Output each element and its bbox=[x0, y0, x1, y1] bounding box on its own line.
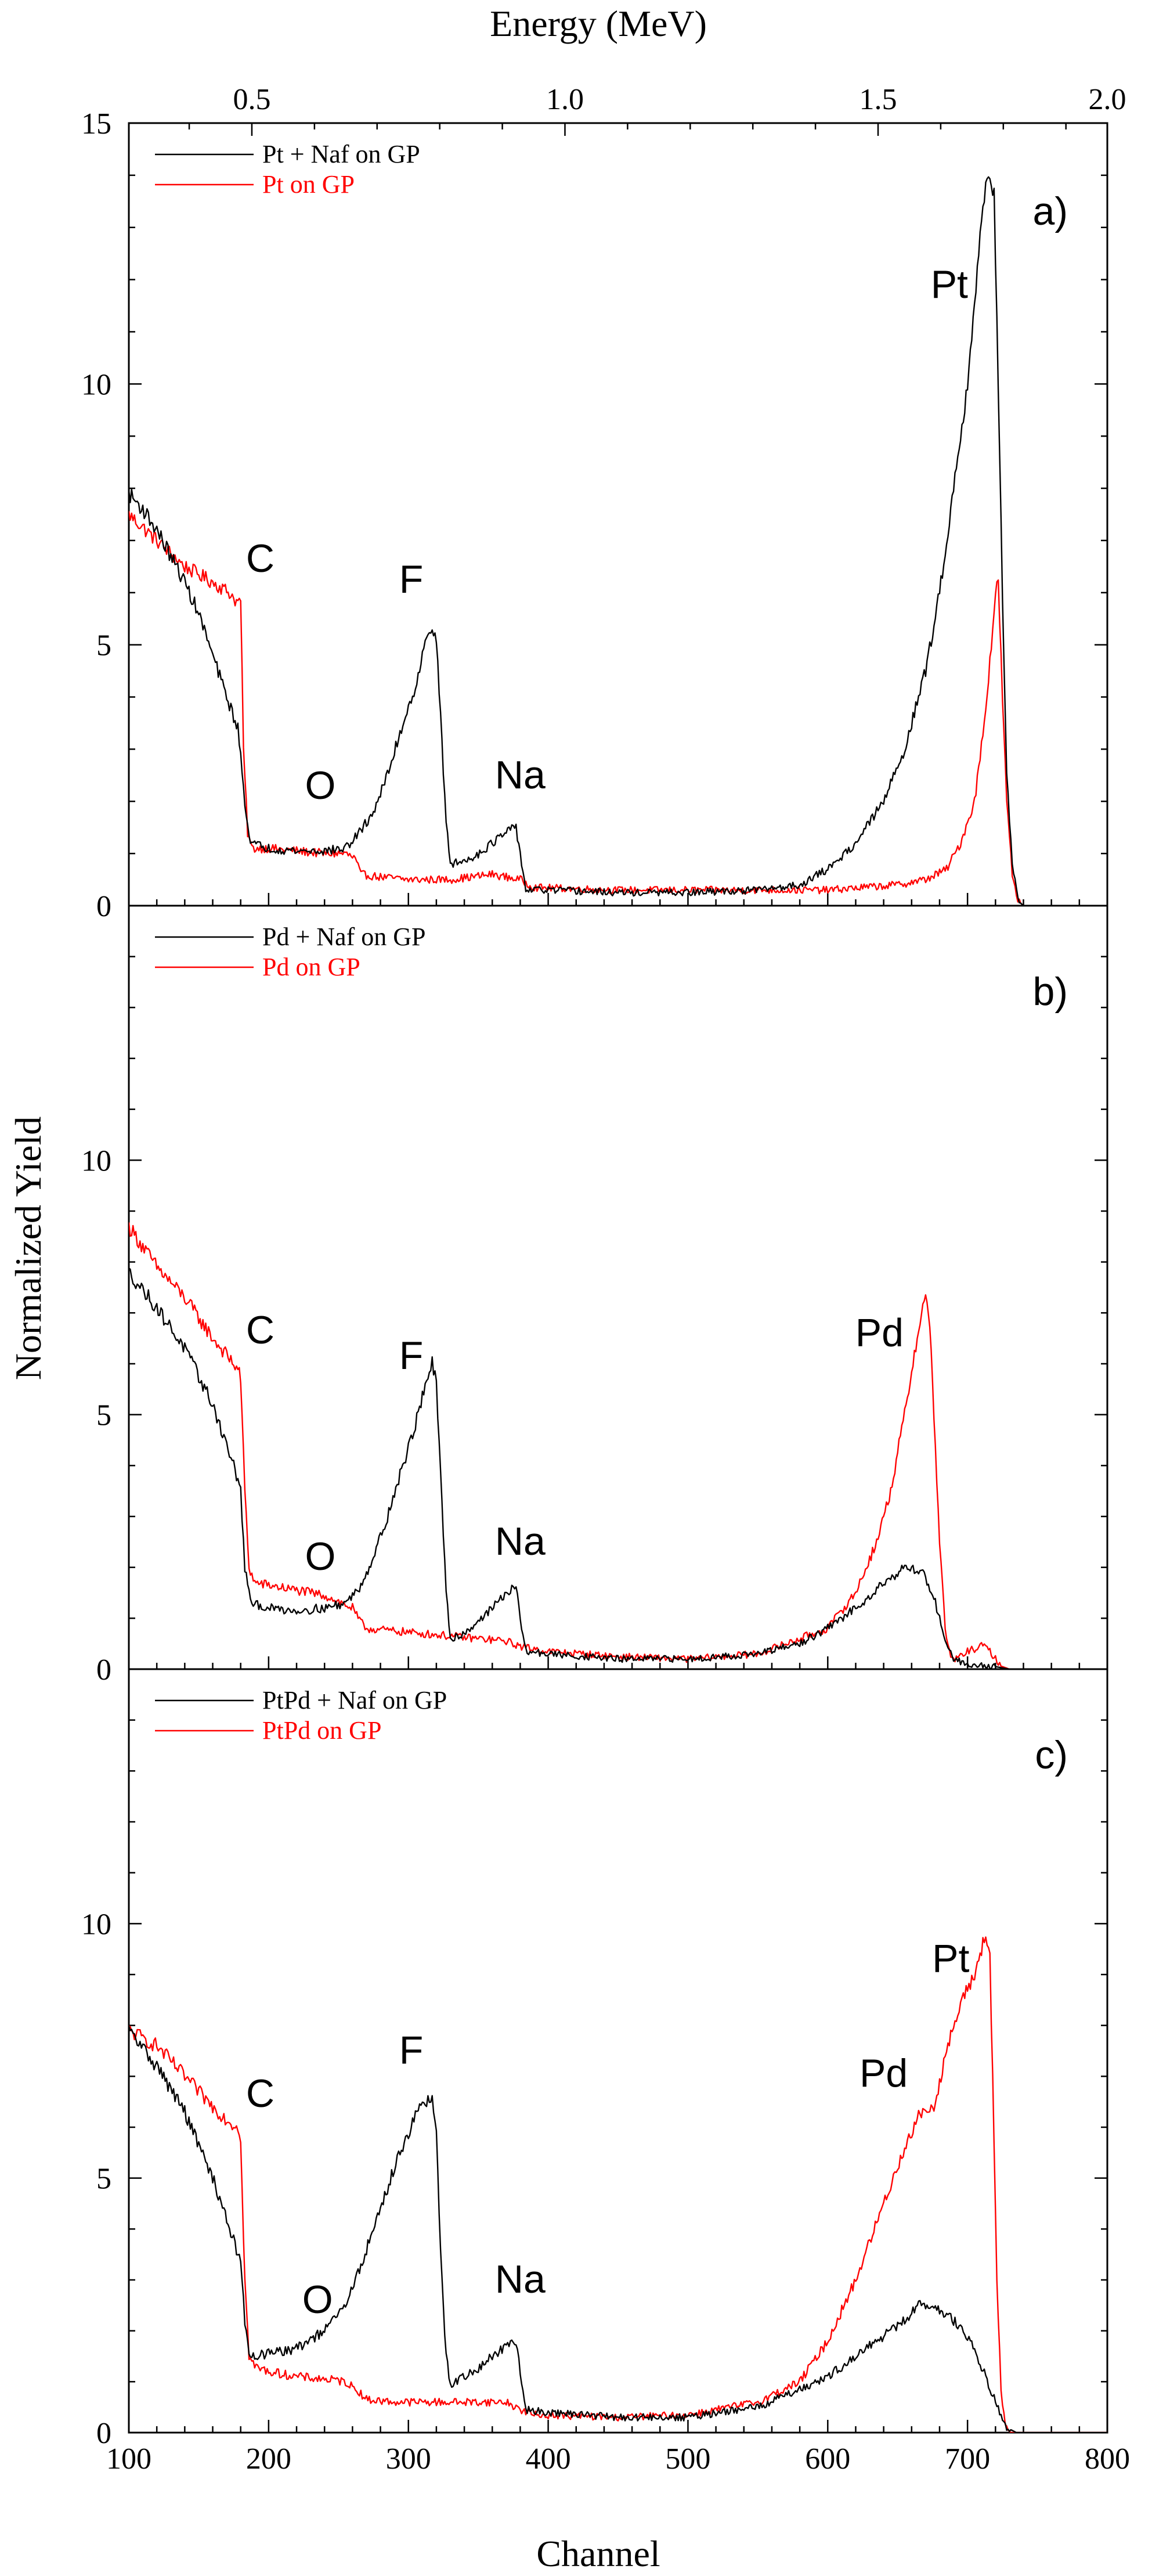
y-tick-label: 15 bbox=[81, 107, 111, 140]
element-annotation: O bbox=[305, 763, 336, 808]
x-tick-label: 800 bbox=[1085, 2442, 1130, 2476]
element-annotation: C bbox=[246, 1308, 275, 1352]
element-annotation: F bbox=[399, 1334, 424, 1378]
energy-tick-label: 2.0 bbox=[1089, 83, 1126, 116]
y-tick-label: 0 bbox=[96, 890, 111, 923]
y-tick-label: 0 bbox=[96, 2417, 111, 2450]
element-annotation: Pd bbox=[855, 1310, 904, 1354]
element-annotation: O bbox=[302, 2278, 333, 2322]
series-line-red bbox=[129, 511, 1107, 906]
element-annotation: F bbox=[399, 557, 424, 601]
series-line-black bbox=[129, 176, 1107, 906]
energy-axis: 0.5 1.0 1.5 2.0 bbox=[188, 83, 1126, 136]
panel-label: a) bbox=[1033, 189, 1068, 233]
x-tick-label: 300 bbox=[386, 2442, 431, 2476]
legend-label: Pd on GP bbox=[262, 953, 360, 981]
series-line-black bbox=[129, 2026, 1107, 2433]
series-line-black bbox=[129, 1267, 1107, 1669]
energy-axis-label: Energy (MeV) bbox=[490, 3, 707, 44]
panel-label: c) bbox=[1035, 1733, 1068, 1777]
y-tick-label: 0 bbox=[96, 1653, 111, 1687]
y-axis-label: Normalized Yield bbox=[8, 1116, 49, 1380]
element-annotation: Na bbox=[495, 1519, 546, 1563]
panel-frame bbox=[128, 905, 1108, 1670]
legend-label: PtPd on GP bbox=[262, 1716, 381, 1745]
element-annotation: Pt bbox=[931, 262, 968, 307]
y-tick-label: 10 bbox=[81, 368, 111, 401]
y-tick-label: 10 bbox=[81, 1144, 111, 1177]
energy-tick-label: 1.5 bbox=[859, 83, 897, 116]
x-axis-label: Channel bbox=[536, 2533, 660, 2574]
panel-frame bbox=[128, 1668, 1108, 2434]
element-annotation: O bbox=[305, 1534, 336, 1579]
panel-frame bbox=[128, 122, 1108, 907]
x-tick-label: 200 bbox=[246, 2442, 291, 2476]
series-line-red bbox=[129, 1936, 1107, 2433]
x-tick-label: 600 bbox=[805, 2442, 850, 2476]
element-annotation: Na bbox=[495, 2257, 546, 2301]
element-annotation: C bbox=[246, 536, 275, 581]
legend-label: PtPd + Naf on GP bbox=[262, 1686, 447, 1714]
x-tick-label: 700 bbox=[945, 2442, 990, 2476]
element-annotation: Pt bbox=[932, 1937, 969, 1981]
element-annotation: Na bbox=[495, 753, 546, 797]
x-tick-label: 400 bbox=[526, 2442, 571, 2476]
series-line-red bbox=[129, 1222, 1107, 1669]
channel-axis: 100 200 300 400 500 600 700 800 bbox=[106, 2442, 1130, 2476]
y-tick-label: 5 bbox=[96, 629, 111, 662]
element-annotation: F bbox=[399, 2028, 424, 2072]
legend-label: Pt on GP bbox=[262, 170, 355, 199]
x-tick-label: 500 bbox=[665, 2442, 710, 2476]
y-tick-label: 5 bbox=[96, 2163, 111, 2196]
element-annotation: Pd bbox=[860, 2051, 908, 2095]
energy-tick-label: 0.5 bbox=[233, 83, 270, 116]
legend-label: Pd + Naf on GP bbox=[262, 923, 426, 951]
y-tick-label: 10 bbox=[81, 1908, 111, 1941]
panel-label: b) bbox=[1033, 970, 1068, 1014]
y-tick-label: 5 bbox=[96, 1399, 111, 1432]
x-tick-label: 100 bbox=[106, 2442, 151, 2476]
element-annotation: C bbox=[246, 2071, 275, 2116]
energy-tick-label: 1.0 bbox=[546, 83, 584, 116]
legend-label: Pt + Naf on GP bbox=[262, 140, 420, 168]
